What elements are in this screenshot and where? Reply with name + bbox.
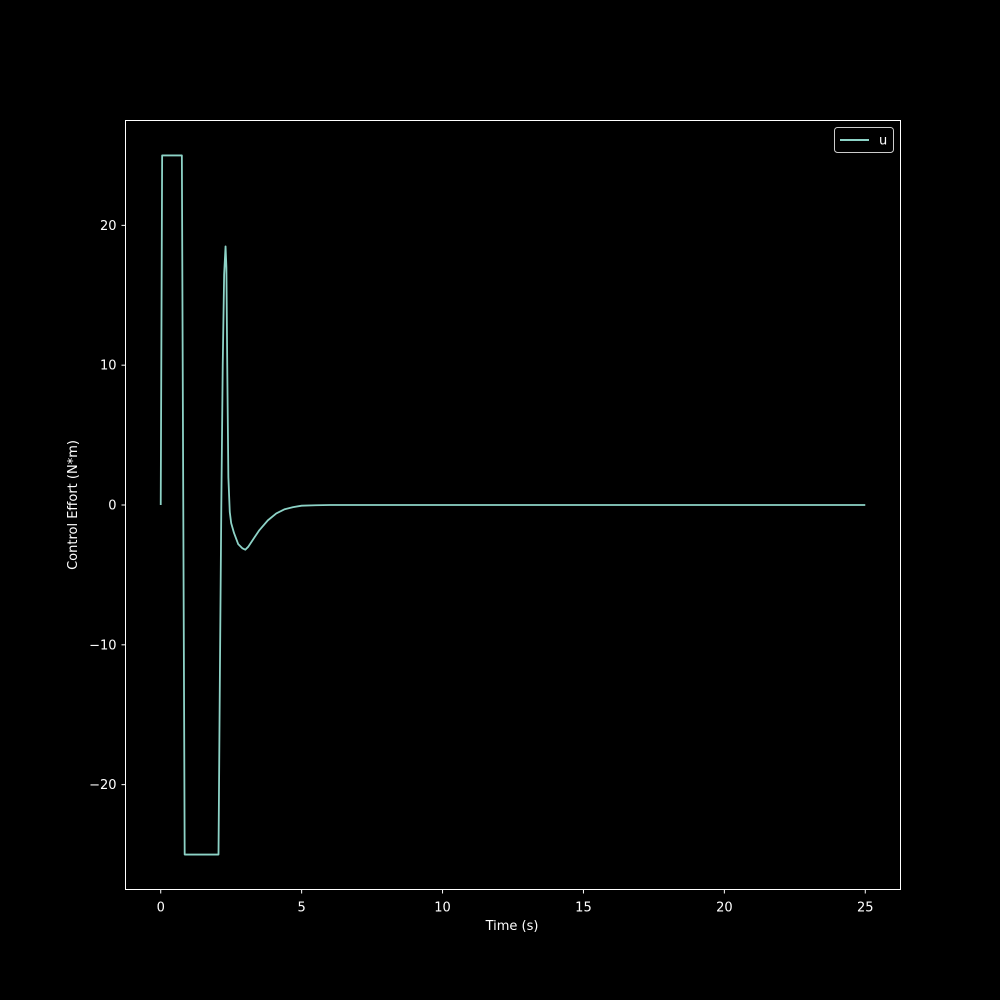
x-axis-label: Time (s) <box>485 919 539 934</box>
x-tick-label: 0 <box>157 901 165 916</box>
x-tick-label: 15 <box>575 901 592 916</box>
y-tick-label: 0 <box>108 499 116 514</box>
y-axis-label: Control Effort (N*m) <box>66 440 81 570</box>
y-tick-label: −20 <box>89 778 116 793</box>
series-line-u <box>159 154 866 856</box>
y-axis-ticks: −20 −10 0 10 20 <box>89 219 126 793</box>
x-tick-label: 10 <box>434 901 451 916</box>
legend: u <box>834 127 894 153</box>
y-tick-label: 10 <box>100 359 117 374</box>
x-tick-label: 20 <box>716 901 733 916</box>
y-tick-label: 20 <box>100 219 117 234</box>
series-layer <box>159 154 866 856</box>
x-axis-ticks: 0 5 10 15 20 25 <box>157 889 874 916</box>
y-tick-label: −10 <box>89 638 116 653</box>
x-tick-label: 25 <box>857 901 874 916</box>
legend-label-u: u <box>879 134 887 149</box>
x-tick-label: 5 <box>297 901 305 916</box>
